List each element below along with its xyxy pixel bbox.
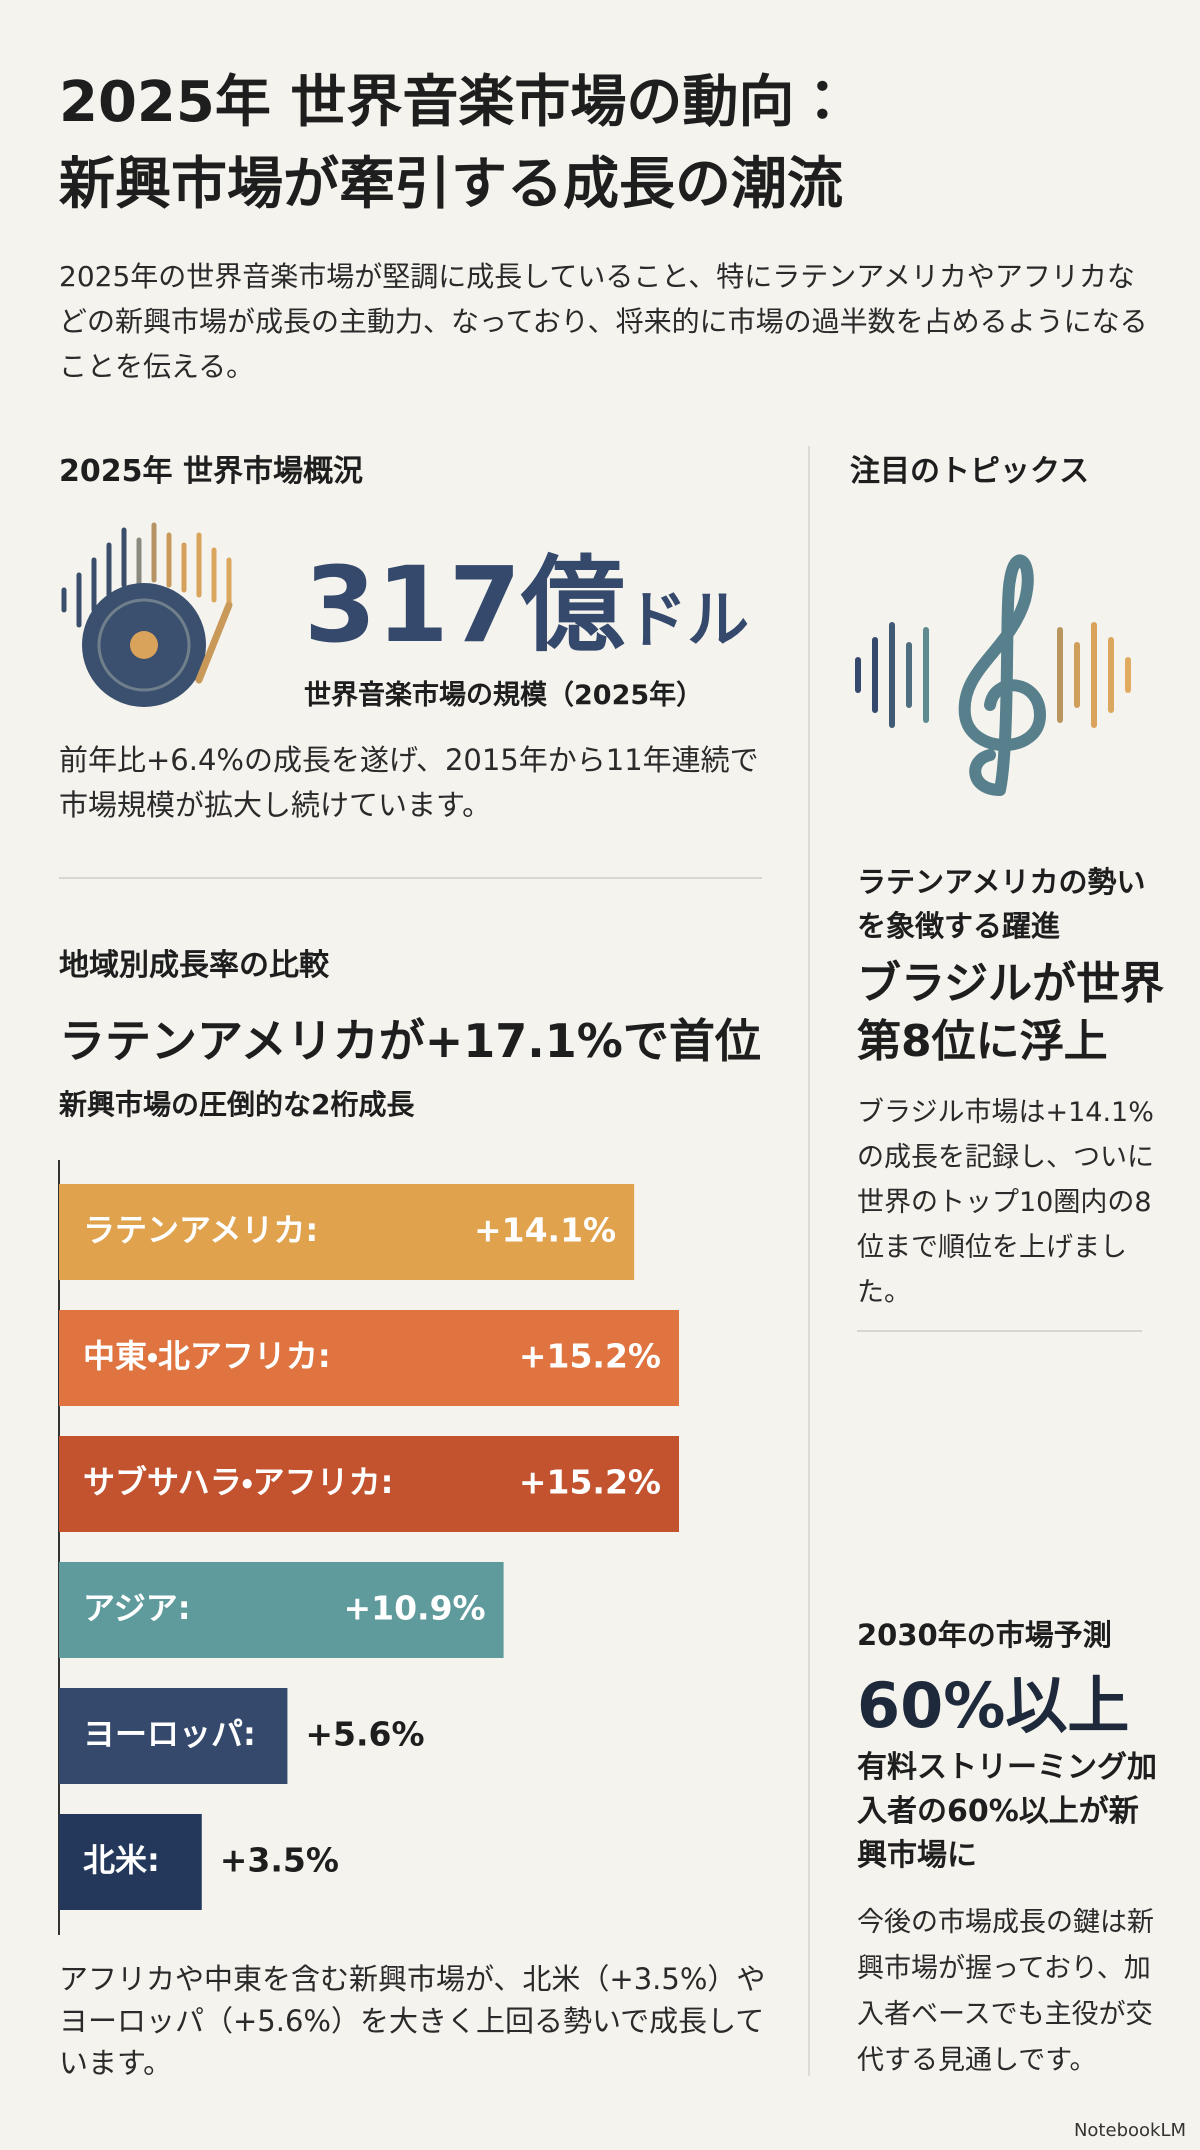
- forecast-headline: 有料ストリーミング加入者の60%以上が新興市場に: [857, 1750, 1157, 1873]
- figure: 317億ドル: [304, 545, 749, 696]
- forecast-kicker: 2030年の市場予測: [857, 1618, 1112, 1652]
- bar: [59, 1562, 504, 1658]
- bar: [59, 1814, 202, 1910]
- figure-value: 317億: [304, 544, 626, 666]
- subtitle: 2025年の世界音楽市場が堅調に成長していること、特にラテンアメリカやアフリカな…: [59, 260, 1148, 383]
- chart-title: ラテンアメリカが+17.1%で首位: [59, 1014, 761, 1068]
- value-label: +5.6%: [305, 1715, 424, 1754]
- topic-kicker: ラテンアメリカの勢いを象徴する躍進: [857, 865, 1146, 943]
- brand: NotebookLM: [1073, 2120, 1186, 2141]
- value-label: +15.2%: [519, 1337, 661, 1376]
- forecast-figure: 60%以上: [857, 1669, 1130, 1742]
- chart-note: アフリカや中東を含む新興市場が、北米（+3.5%）やヨーロッパ（+5.6%）を大…: [59, 1962, 766, 2080]
- bar: [59, 1688, 288, 1784]
- groove: [97, 598, 191, 692]
- value-label: +14.1%: [474, 1211, 616, 1250]
- value-label: +3.5%: [220, 1841, 339, 1880]
- wave: [855, 622, 1131, 728]
- title: 2025年 世界音楽市場の動向：: [59, 70, 851, 135]
- bar-chart: ラテンアメリカ: +14.1% 中東・北アフリカ: +15.2% サブサハラ・アフリカ:…: [58, 1160, 679, 1935]
- figure-caption: 世界音楽市場の規模（2025年）: [304, 680, 704, 711]
- bar: [59, 1184, 635, 1280]
- forecast-text: 今後の市場成長の鍵は新興市場が握っており、加入者ベースでも主役が交代する見通しで…: [857, 1907, 1154, 2076]
- clef-icon: [855, 554, 1131, 796]
- chart-subtitle: 新興市場の圧倒的な2桁成長: [59, 1088, 415, 1121]
- title: 新興市場が牽引する成長の潮流: [59, 152, 843, 217]
- figure-unit: ドル: [625, 583, 750, 656]
- clef: [958, 554, 1047, 796]
- category-label: ヨーロッパ:: [83, 1715, 256, 1753]
- vinyl-icon: [61, 522, 233, 707]
- bar: [59, 1436, 679, 1532]
- category-label: ラテンアメリカ:: [83, 1211, 318, 1249]
- wave: [61, 522, 232, 628]
- category-label: アジア:: [83, 1589, 191, 1627]
- category-label: 中東・北アフリカ:: [83, 1337, 331, 1375]
- divider: [857, 1330, 1142, 1332]
- topic-text: ブラジル市場は+14.1%の成長を記録し、ついに世界のトップ10圏内の8位まで順…: [857, 1097, 1154, 1308]
- label: [130, 631, 158, 659]
- value-label: +15.2%: [519, 1463, 661, 1502]
- category-label: 北米:: [83, 1841, 160, 1879]
- section-heading: 2025年 世界市場概況: [59, 454, 363, 489]
- tonearm: [195, 601, 233, 684]
- section-heading: 注目のトピックス: [850, 454, 1090, 489]
- topic-headline: ブラジルが世界第8位に浮上: [857, 958, 1165, 1067]
- overview-text: 前年比+6.4%の成長を遂げ、2015年から11年連続で市場規模が拡大し続けてい…: [59, 743, 759, 822]
- column-divider: [808, 446, 810, 2076]
- value-label: +10.9%: [343, 1589, 485, 1628]
- chart-heading: 地域別成長率の比較: [59, 948, 329, 983]
- bar: [59, 1310, 679, 1406]
- divider: [59, 877, 762, 879]
- category-label: サブサハラ・アフリカ:: [83, 1463, 393, 1501]
